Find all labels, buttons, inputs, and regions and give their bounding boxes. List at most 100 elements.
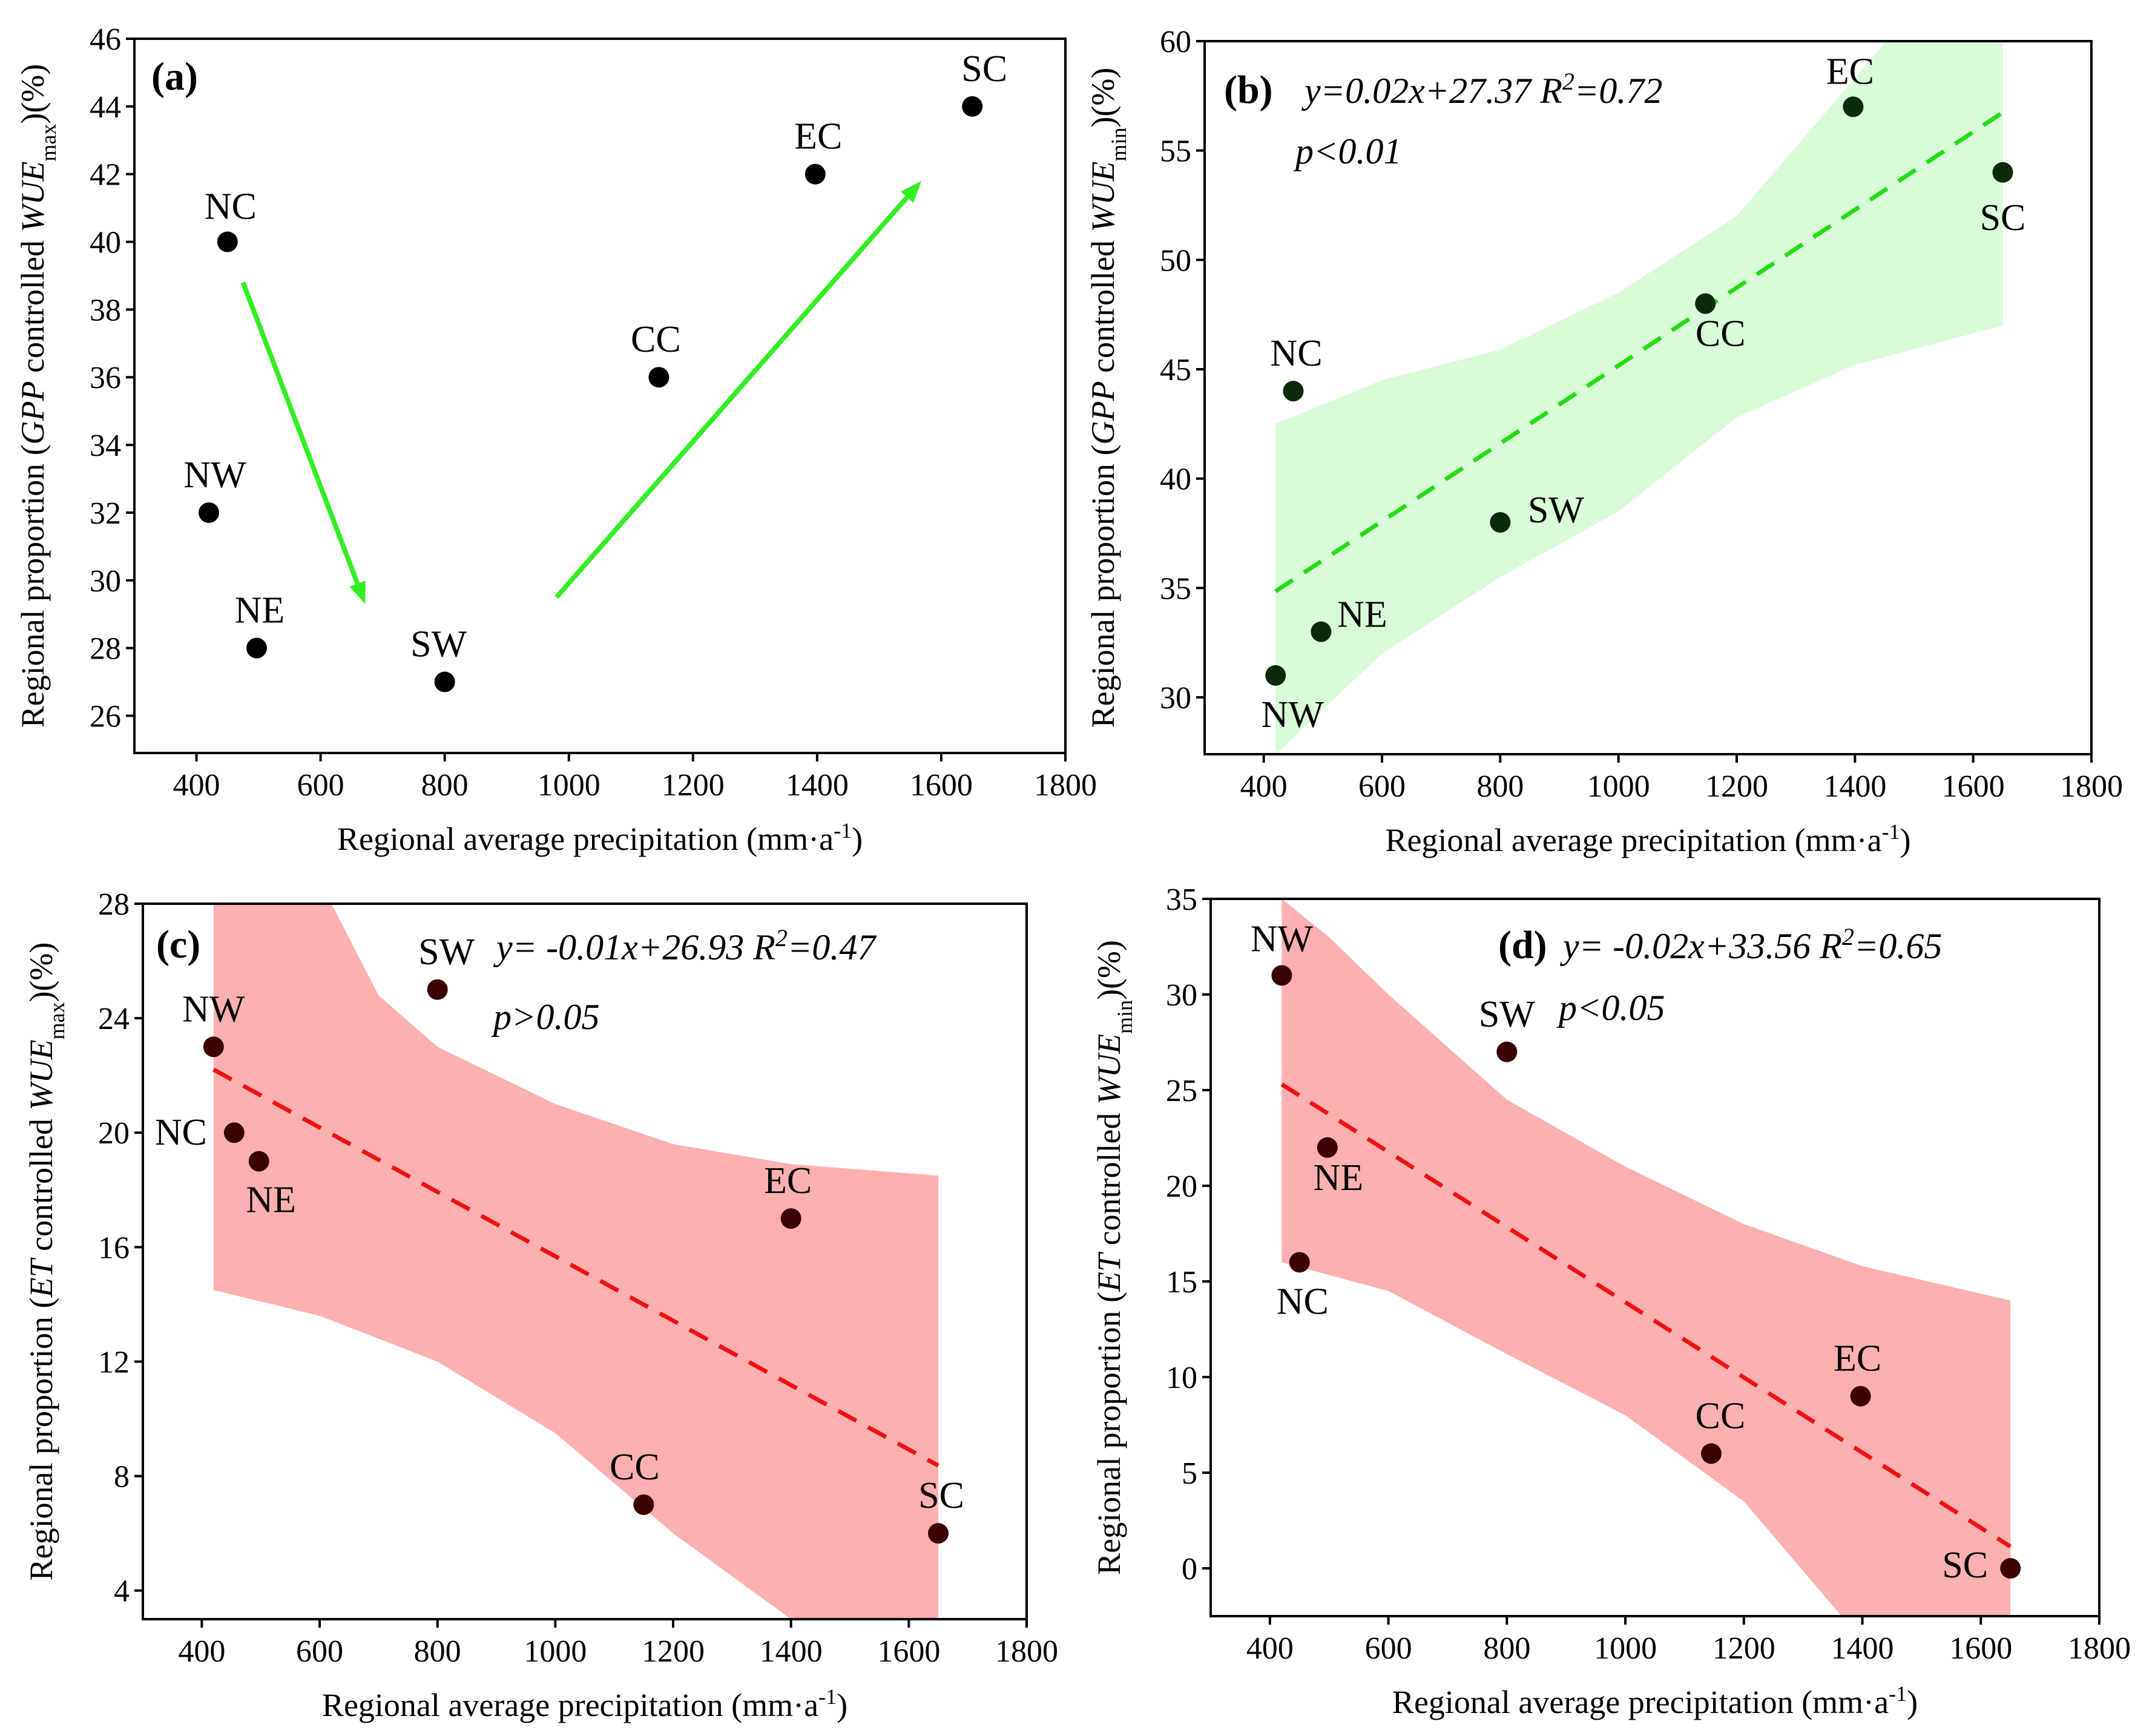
x-tick-label: 600 [1365,1631,1412,1666]
chart-panel-b: 400 600 800 1000 1200 1400 1600 1800 30 35 40 45 50 5… [1085,25,2123,858]
point-label-sc: SC [1980,197,2026,238]
data-point-sw [1496,1041,1518,1062]
x-tick-label: 1000 [1587,769,1650,804]
y-tick-label: 60 [1160,25,1191,59]
data-point-nc [217,231,238,252]
y-axis-label: Regional proportion (GPP controlled WUEm… [15,64,61,728]
x-tick-label: 1400 [1823,769,1886,804]
x-tick-label: 1200 [662,768,725,803]
confidence-band [1275,41,2003,754]
x-tick-label: 400 [1246,1631,1294,1666]
data-point-ec [1850,1386,1871,1407]
x-tick-label: 1800 [2060,769,2123,804]
x-tick-label: 1400 [1831,1631,1894,1666]
x-tick-label: 400 [178,1634,225,1669]
x-tick-label: 800 [1476,769,1524,804]
point-label-nw: NW [182,988,245,1030]
y-tick-label: 32 [90,496,121,531]
chart-panel-c: 400 600 800 1000 1200 1400 1600 1800 4 8 12 16 20 24 2… [23,887,1058,1723]
point-label-nc: NC [1277,1281,1329,1322]
data-point-ne [248,1151,269,1172]
trend-arrow-head-2 [900,180,922,203]
y-tick-label: 20 [98,1116,130,1151]
x-tick-label: 1200 [642,1634,705,1669]
y-tick-label: 25 [1166,1074,1197,1108]
data-point-nc [1283,381,1304,402]
x-tick-label: 600 [297,768,344,803]
point-label-cc: CC [631,319,681,360]
data-point-ne [1317,1137,1338,1158]
plot-frame [133,38,1067,754]
y-tick-label: 40 [90,226,121,260]
x-tick-label: 1800 [995,1634,1058,1669]
point-label-sw: SW [410,624,467,665]
x-axis-label: Regional average precipitation (mm·a-1) [322,1685,847,1723]
regression-equation: y= -0.02x+33.56 R2=0.65 [1559,923,1942,967]
point-label-sw: SW [418,932,475,973]
chart-panel-a: 400 600 800 1000 1200 1400 1600 1800 26 28 30 32 34 3… [15,22,1097,857]
x-tick-label: 1200 [1705,769,1768,804]
x-tick-label: 800 [414,1634,461,1669]
y-tick-label: 45 [1160,353,1191,387]
panel-letter: (d) [1498,923,1547,967]
y-tick-label: 30 [1160,681,1191,715]
plot-frame [1203,40,2093,755]
point-label-ne: NE [1313,1157,1363,1198]
x-tick-label: 1600 [1949,1631,2012,1666]
x-tick-label: 800 [1483,1631,1530,1666]
y-tick-label: 38 [90,293,121,327]
panel-letter: (c) [156,922,200,967]
data-point-ec [804,163,826,185]
x-tick-label: 1400 [786,768,849,803]
y-tick-label: 42 [90,158,121,192]
data-point-nw [203,1036,224,1057]
y-tick-label: 28 [98,887,130,922]
x-tick-label: 1600 [910,768,973,803]
panel-letter: (b) [1224,68,1273,112]
data-point-nc [1289,1252,1310,1273]
x-tick-label: 1800 [2068,1631,2131,1666]
confidence-band [1281,899,2011,1616]
x-tick-label: 1000 [524,1634,587,1669]
point-label-nc: NC [155,1112,207,1153]
point-label-sc: SC [1942,1545,1988,1586]
panel-letter: (a) [151,54,198,99]
trend-arrow-head-1 [349,580,366,604]
data-point-ec [1843,96,1864,117]
x-tick-label: 800 [421,768,469,803]
x-tick-label: 1600 [877,1634,940,1669]
point-label-nc: NC [205,186,257,228]
confidence-band [213,904,938,1619]
y-tick-label: 24 [98,1002,130,1036]
point-label-ec: EC [764,1160,812,1202]
y-tick-label: 20 [1166,1169,1197,1204]
x-axis-label: Regional average precipitation (mm·a-1) [337,818,863,857]
y-tick-label: 55 [1160,134,1191,169]
data-point-sw [427,979,448,1000]
data-point-sc [1992,162,2013,183]
y-tick-label: 15 [1166,1265,1197,1300]
point-label-nc: NC [1270,333,1322,374]
x-tick-label: 1200 [1712,1631,1775,1666]
data-point-sw [434,671,455,692]
point-label-nw: NW [183,455,246,496]
plot-frame [1209,898,2101,1617]
x-axis-label: Regional average precipitation (mm·a-1) [1385,820,1910,858]
p-value-label: p<0.05 [1556,988,1665,1028]
y-tick-label: 50 [1160,243,1191,278]
y-axis-label: Regional proportion (GPP controlled WUEm… [1085,68,1131,728]
y-tick-label: 12 [98,1345,130,1379]
point-label-sc: SC [961,48,1007,90]
regression-equation: y=0.02x+27.37 R2=0.72 [1301,68,1662,111]
y-tick-label: 26 [90,699,121,734]
point-label-cc: CC [1696,314,1746,355]
point-label-ec: EC [1834,1338,1881,1379]
data-point-cc [1700,1443,1722,1464]
p-value-label: p>0.05 [491,997,600,1037]
y-axis-label: Regional proportion (ET controlled WUEmi… [1091,940,1137,1575]
data-point-cc [648,367,670,388]
data-point-sc [962,96,983,117]
x-tick-label: 400 [173,768,220,803]
data-point-cc [633,1494,654,1515]
